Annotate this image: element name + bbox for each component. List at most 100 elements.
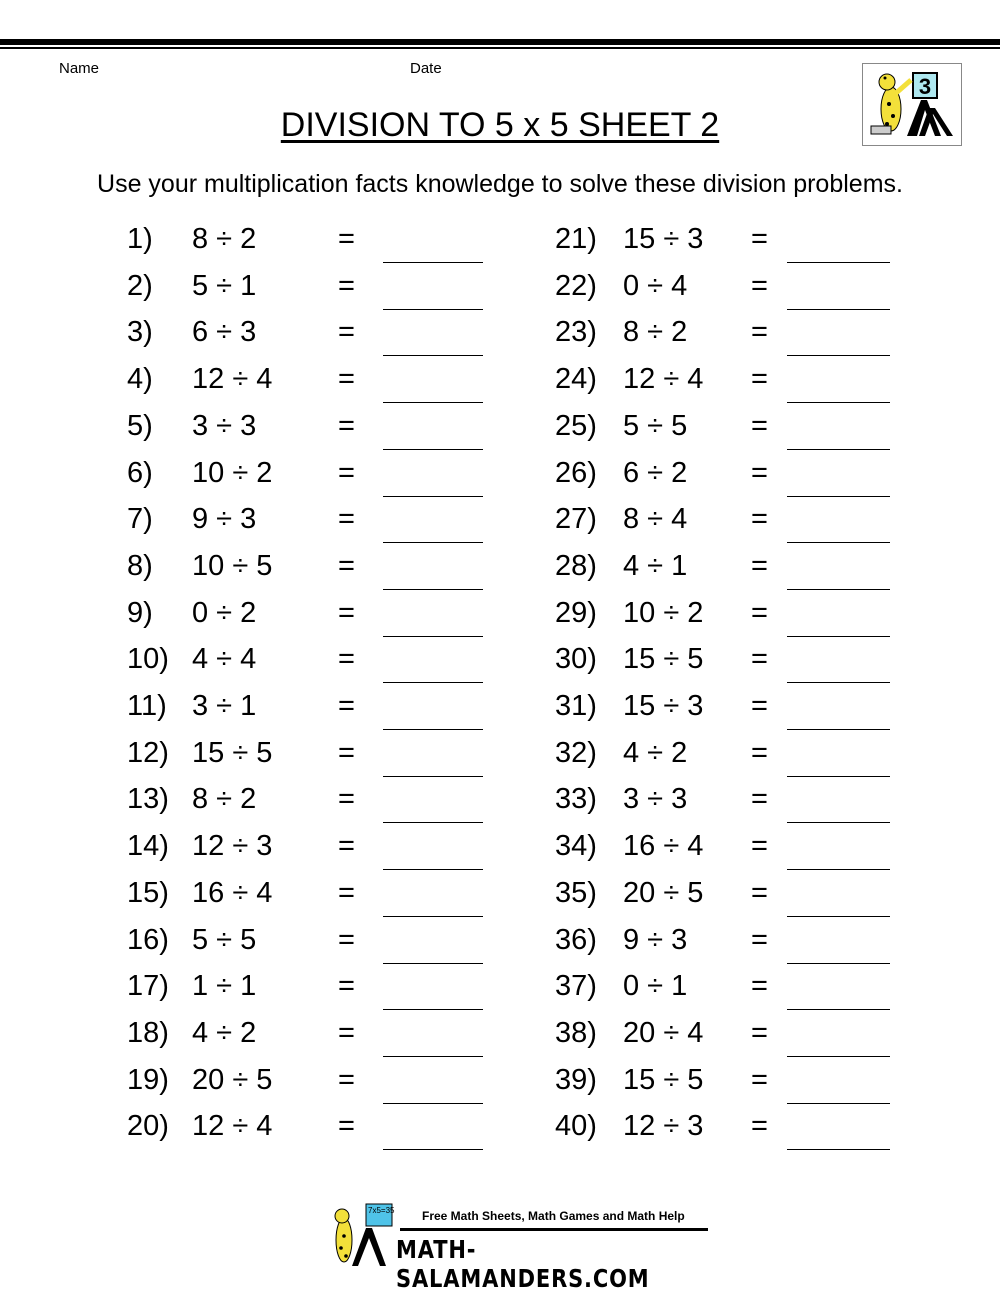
problem-number: 2): [127, 269, 153, 302]
problem-number: 9): [127, 596, 153, 629]
problem-expression: 10 ÷ 2: [192, 456, 273, 489]
answer-line[interactable]: [787, 1009, 890, 1011]
equals-sign: =: [338, 409, 355, 442]
problem-number: 21): [555, 223, 597, 255]
problem-number: 29): [555, 596, 597, 629]
answer-line[interactable]: [787, 1102, 890, 1104]
answer-line[interactable]: [383, 588, 483, 590]
problem-number: 28): [555, 549, 597, 582]
date-label: Date: [410, 60, 442, 77]
answer-line[interactable]: [383, 542, 483, 544]
problem-expression: 12 ÷ 4: [192, 363, 273, 396]
problem-expression: 4 ÷ 4: [192, 643, 257, 676]
answer-line[interactable]: [383, 308, 483, 310]
problem-number: 5): [127, 409, 153, 442]
answer-line[interactable]: [383, 775, 483, 777]
answer-line[interactable]: [787, 308, 890, 310]
equals-sign: =: [338, 503, 355, 536]
problem-expression: 5 ÷ 1: [192, 269, 257, 302]
problem-expression: 20 ÷ 5: [623, 876, 704, 909]
answer-line[interactable]: [383, 869, 483, 871]
equals-sign: =: [751, 783, 768, 816]
problem-expression: 1 ÷ 1: [192, 970, 257, 1003]
problem-expression: 8 ÷ 4: [623, 503, 688, 536]
problem-expression: 12 ÷ 4: [192, 1110, 273, 1143]
answer-line[interactable]: [383, 495, 483, 497]
problem-number: 25): [555, 409, 597, 442]
problem-number: 6): [127, 456, 153, 489]
answer-line[interactable]: [787, 729, 890, 730]
answer-line[interactable]: [787, 915, 890, 917]
answer-line[interactable]: [383, 448, 483, 450]
answer-line[interactable]: [383, 402, 483, 404]
problem-expression: 16 ÷ 4: [623, 830, 704, 863]
answer-line[interactable]: [787, 775, 890, 777]
answer-line[interactable]: [787, 448, 890, 450]
problem-expression: 15 ÷ 5: [623, 643, 704, 676]
problem-number: 20): [127, 1110, 169, 1143]
equals-sign: =: [751, 596, 768, 629]
equals-sign: =: [338, 549, 355, 582]
header-rule-thin: [0, 47, 1000, 49]
equals-sign: =: [338, 783, 355, 816]
answer-line[interactable]: [787, 635, 890, 637]
answer-line[interactable]: [383, 355, 483, 357]
equals-sign: =: [751, 503, 768, 536]
equals-sign: =: [751, 970, 768, 1003]
equals-sign: =: [751, 549, 768, 582]
answer-line[interactable]: [787, 869, 890, 871]
answer-line[interactable]: [787, 355, 890, 357]
equals-sign: =: [338, 1110, 355, 1143]
header-rule-thick: [0, 39, 1000, 45]
answer-line[interactable]: [383, 962, 483, 964]
answer-line[interactable]: [383, 635, 483, 637]
answer-line[interactable]: [383, 1149, 483, 1151]
problem-number: 19): [127, 1063, 169, 1096]
answer-line[interactable]: [787, 495, 890, 497]
problem-number: 13): [127, 783, 169, 816]
answer-line[interactable]: [383, 262, 483, 263]
problem-expression: 12 ÷ 3: [623, 1110, 704, 1143]
answer-line[interactable]: [787, 588, 890, 590]
equals-sign: =: [338, 830, 355, 863]
answer-line[interactable]: [787, 402, 890, 404]
equals-sign: =: [751, 409, 768, 442]
problem-number: 4): [127, 363, 153, 396]
answer-line[interactable]: [383, 1055, 483, 1057]
problem-expression: 12 ÷ 3: [192, 830, 273, 863]
answer-line[interactable]: [787, 962, 890, 964]
equals-sign: =: [338, 223, 355, 255]
salamander-logo-icon: 3: [862, 63, 962, 146]
logo-badge: 3: [919, 74, 931, 99]
problem-expression: 0 ÷ 2: [192, 596, 257, 629]
answer-line[interactable]: [787, 1149, 890, 1151]
answer-line[interactable]: [383, 682, 483, 684]
problem-number: 27): [555, 503, 597, 536]
equals-sign: =: [751, 456, 768, 489]
answer-line[interactable]: [383, 729, 483, 730]
equals-sign: =: [338, 316, 355, 349]
answer-line[interactable]: [787, 682, 890, 684]
problem-expression: 15 ÷ 3: [623, 690, 704, 722]
problem-number: 14): [127, 830, 169, 863]
name-label: Name: [59, 60, 100, 77]
equals-sign: =: [338, 1016, 355, 1049]
answer-line[interactable]: [383, 915, 483, 917]
answer-line[interactable]: [383, 1009, 483, 1011]
answer-line[interactable]: [383, 1102, 483, 1104]
answer-line[interactable]: [787, 1055, 890, 1057]
answer-line[interactable]: [787, 262, 890, 263]
problem-number: 30): [555, 643, 597, 676]
equals-sign: =: [751, 643, 768, 676]
problem-number: 18): [127, 1016, 169, 1049]
equals-sign: =: [338, 923, 355, 956]
answer-line[interactable]: [383, 822, 483, 824]
equals-sign: =: [338, 269, 355, 302]
problem-number: 8): [127, 549, 153, 582]
answer-line[interactable]: [787, 542, 890, 544]
footer-tagline: Free Math Sheets, Math Games and Math He…: [422, 1209, 685, 1223]
problem-number: 36): [555, 923, 597, 956]
problem-expression: 20 ÷ 5: [192, 1063, 273, 1096]
page-title: DIVISION TO 5 x 5 SHEET 2: [280, 106, 720, 144]
answer-line[interactable]: [787, 822, 890, 824]
